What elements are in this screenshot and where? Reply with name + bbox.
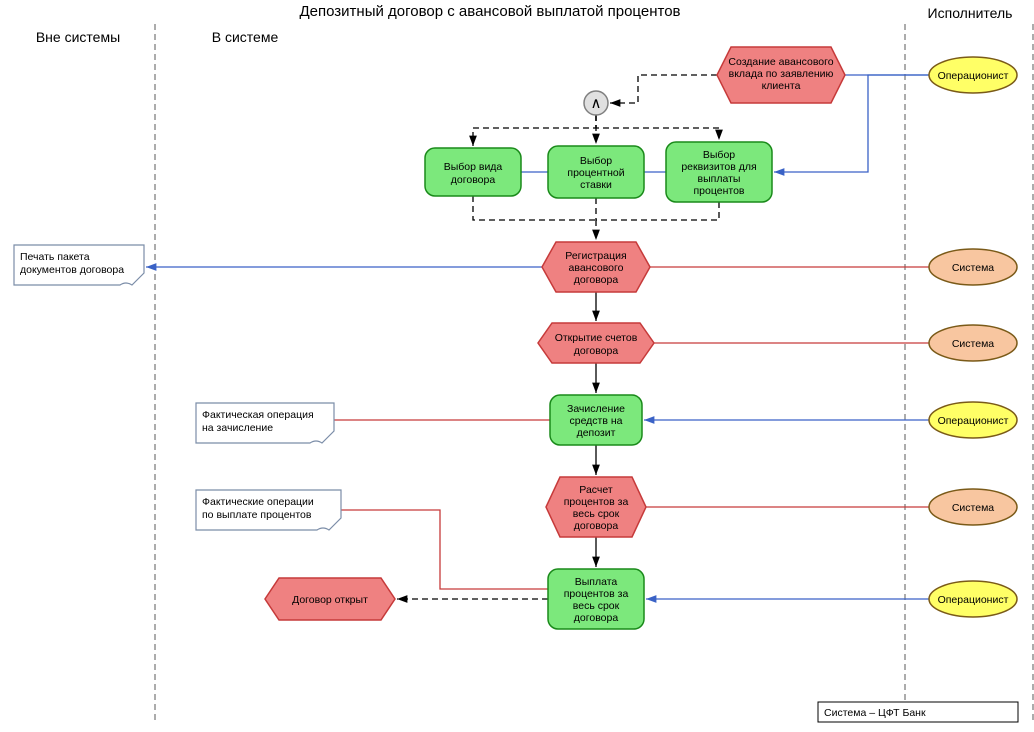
svg-text:средств на: средств на: [569, 415, 622, 427]
svg-text:Создание авансового: Создание авансового: [728, 56, 833, 68]
svg-text:Фактическая операция: Фактическая операция: [202, 409, 314, 421]
svg-text:Система: Система: [952, 502, 994, 514]
svg-text:авансового: авансового: [569, 262, 624, 274]
svg-text:Выбор: Выбор: [580, 155, 612, 167]
svg-text:выплаты: выплаты: [698, 173, 741, 185]
svg-text:∧: ∧: [591, 95, 602, 112]
lane-inside-title: В системе: [212, 29, 279, 45]
svg-text:Выплата: Выплата: [575, 576, 618, 588]
footer-text: Система – ЦФТ Банк: [824, 707, 926, 719]
svg-text:процентной: процентной: [567, 167, 624, 179]
svg-text:Печать пакета: Печать пакета: [20, 251, 90, 263]
svg-text:документов договора: документов договора: [20, 264, 124, 276]
svg-text:Операционист: Операционист: [938, 70, 1009, 82]
svg-text:договора: договора: [574, 612, 619, 624]
svg-text:договора: договора: [451, 174, 496, 186]
svg-text:договора: договора: [574, 520, 619, 532]
svg-text:Фактические операции: Фактические операции: [202, 496, 314, 508]
diagram-title: Депозитный договор с авансовой выплатой …: [300, 3, 681, 20]
svg-text:процентов за: процентов за: [564, 588, 629, 600]
svg-text:Открытие счетов: Открытие счетов: [555, 332, 638, 344]
lane-executor-title: Исполнитель: [928, 5, 1013, 21]
svg-text:Операционист: Операционист: [938, 415, 1009, 427]
svg-text:по выплате процентов: по выплате процентов: [202, 509, 312, 521]
svg-text:Система: Система: [952, 262, 994, 274]
svg-text:Система: Система: [952, 338, 994, 350]
svg-text:договора: договора: [574, 274, 619, 286]
svg-text:вклада по заявлению: вклада по заявлению: [729, 68, 834, 80]
svg-text:ставки: ставки: [580, 179, 612, 191]
svg-text:Регистрация: Регистрация: [565, 250, 626, 262]
svg-text:весь срок: весь срок: [573, 508, 620, 520]
svg-text:процентов: процентов: [693, 185, 744, 197]
svg-text:договора: договора: [574, 345, 619, 357]
svg-text:Зачисление: Зачисление: [567, 403, 625, 415]
svg-text:Выбор вида: Выбор вида: [444, 161, 503, 173]
svg-text:реквизитов для: реквизитов для: [681, 161, 756, 173]
svg-text:Выбор: Выбор: [703, 149, 735, 161]
svg-text:Операционист: Операционист: [938, 594, 1009, 606]
svg-text:депозит: депозит: [577, 427, 616, 439]
svg-text:процентов за: процентов за: [564, 496, 629, 508]
lane-outside-title: Вне системы: [36, 29, 120, 45]
svg-text:Договор открыт: Договор открыт: [292, 594, 368, 606]
svg-text:весь срок: весь срок: [573, 600, 620, 612]
svg-text:Расчет: Расчет: [579, 484, 613, 496]
svg-text:клиента: клиента: [762, 80, 801, 92]
svg-text:на зачисление: на зачисление: [202, 422, 273, 434]
